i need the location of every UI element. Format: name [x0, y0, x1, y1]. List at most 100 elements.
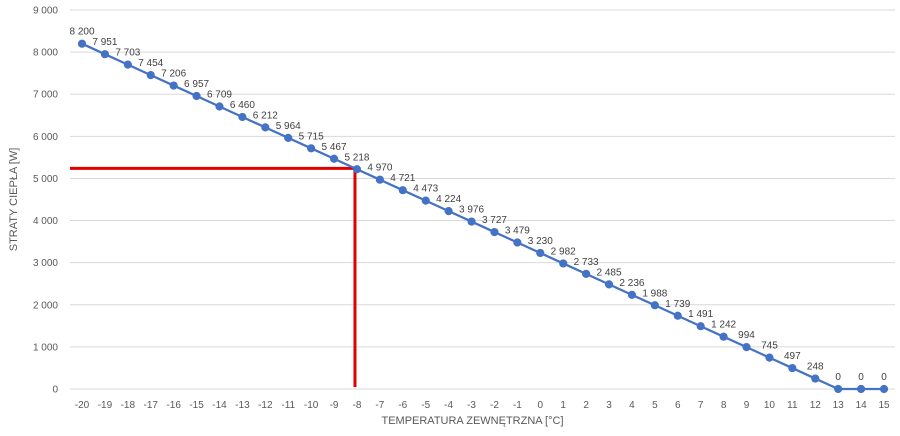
x-axis-title: TEMPERATURA ZEWNĘTRZNA [°C]	[381, 415, 563, 427]
data-label: 8 200	[69, 27, 94, 38]
x-tick-label: -15	[189, 400, 204, 411]
data-point	[650, 301, 659, 310]
data-point	[765, 353, 774, 362]
data-point	[879, 384, 889, 394]
x-tick-label: -10	[304, 400, 319, 411]
data-label: 497	[784, 351, 801, 362]
data-label: 4 721	[390, 173, 415, 184]
x-tick-label: 9	[744, 400, 750, 411]
data-label: 6 460	[230, 100, 255, 111]
x-axis-ticks: -20 -19 -18 -17 -16 -15 -14 -13 -12 -11 -10 -9 -8 -7-…	[75, 400, 890, 411]
data-point	[398, 186, 407, 195]
x-tick-label: 3	[606, 400, 612, 411]
y-tick-label: 9 000	[33, 6, 58, 17]
data-label: 6 957	[184, 79, 209, 90]
data-label: 5 467	[322, 142, 347, 153]
x-tick-label: -2	[490, 400, 499, 411]
data-label: 0	[835, 372, 841, 383]
data-point	[604, 280, 614, 289]
x-tick-label: 5	[652, 400, 658, 411]
data-label: 248	[807, 362, 824, 373]
data-point	[77, 39, 87, 48]
x-tick-label: -14	[212, 400, 227, 411]
data-label: 2 485	[597, 267, 622, 278]
data-label: 2 733	[574, 257, 599, 268]
y-tick-label: 2 000	[33, 300, 58, 311]
data-label: 7 951	[92, 37, 117, 48]
data-point	[856, 384, 866, 394]
x-tick-label: 10	[764, 400, 776, 411]
x-tick-label: -17	[144, 400, 159, 411]
data-point	[627, 290, 637, 299]
x-tick-label: -1	[513, 400, 522, 411]
data-label: 4 473	[413, 184, 438, 195]
x-tick-label: 2	[583, 400, 589, 411]
data-point	[719, 332, 728, 341]
data-label: 7 703	[115, 48, 140, 59]
data-point	[582, 269, 591, 279]
data-label: 6 212	[253, 110, 278, 121]
y-tick-label: 4 000	[33, 216, 58, 227]
data-point	[490, 227, 499, 237]
data-label: 0	[881, 372, 887, 383]
data-label: 3 479	[505, 225, 530, 236]
data-label: 7 206	[161, 69, 186, 80]
data-label: 994	[738, 330, 755, 341]
x-tick-label: -4	[444, 400, 453, 411]
y-tick-label: 0	[52, 385, 58, 396]
data-point	[146, 71, 155, 80]
x-tick-label: -11	[281, 400, 295, 411]
x-tick-label: 14	[856, 400, 868, 411]
reference-lines	[70, 166, 357, 387]
data-point	[284, 133, 293, 142]
y-axis-title: STRATY CIEPŁA [W]	[8, 148, 20, 252]
y-axis-ticks: 0 1 000 2 000 3 000 4 000 5 000 6 000 7 000 8 00…	[33, 6, 58, 396]
data-point	[834, 384, 843, 394]
data-point	[421, 196, 430, 205]
data-point	[559, 259, 568, 268]
data-point	[467, 217, 476, 226]
series-layer	[77, 39, 889, 394]
data-point	[169, 81, 178, 90]
x-tick-label: -12	[258, 400, 273, 411]
data-point	[352, 165, 362, 174]
data-point	[444, 207, 453, 216]
x-tick-label: -7	[375, 400, 384, 411]
data-point	[696, 322, 705, 331]
data-label: 745	[761, 341, 778, 352]
y-tick-label: 8 000	[33, 48, 58, 59]
x-tick-label: 0	[538, 400, 544, 411]
data-label: 0	[858, 372, 864, 383]
x-tick-label: 15	[878, 400, 890, 411]
data-label: 3 976	[459, 205, 484, 216]
y-tick-label: 6 000	[33, 132, 58, 143]
data-point	[192, 91, 201, 101]
x-tick-label: -16	[166, 400, 181, 411]
x-tick-label: 7	[698, 400, 704, 411]
x-tick-label: 1	[560, 400, 566, 411]
data-point	[329, 154, 339, 163]
data-label: 5 715	[299, 131, 324, 142]
x-tick-label: 12	[810, 400, 822, 411]
data-point	[238, 112, 247, 122]
y-tick-label: 3 000	[33, 258, 58, 269]
data-label: 3 230	[528, 236, 553, 247]
x-tick-label: 4	[629, 400, 635, 411]
x-tick-label: -19	[98, 400, 113, 411]
data-point	[307, 144, 316, 153]
x-tick-label: 8	[721, 400, 727, 411]
data-point	[261, 123, 270, 132]
data-point	[536, 248, 545, 258]
data-label: 3 727	[482, 215, 507, 226]
x-tick-label: -13	[235, 400, 250, 411]
x-tick-label: -20	[75, 400, 90, 411]
x-tick-label: -18	[121, 400, 136, 411]
y-tick-label: 7 000	[33, 90, 58, 101]
data-point	[375, 175, 384, 184]
x-tick-label: 11	[787, 400, 798, 411]
data-label: 5 964	[276, 121, 301, 132]
data-point	[513, 238, 522, 247]
data-label: 1 739	[665, 299, 690, 310]
